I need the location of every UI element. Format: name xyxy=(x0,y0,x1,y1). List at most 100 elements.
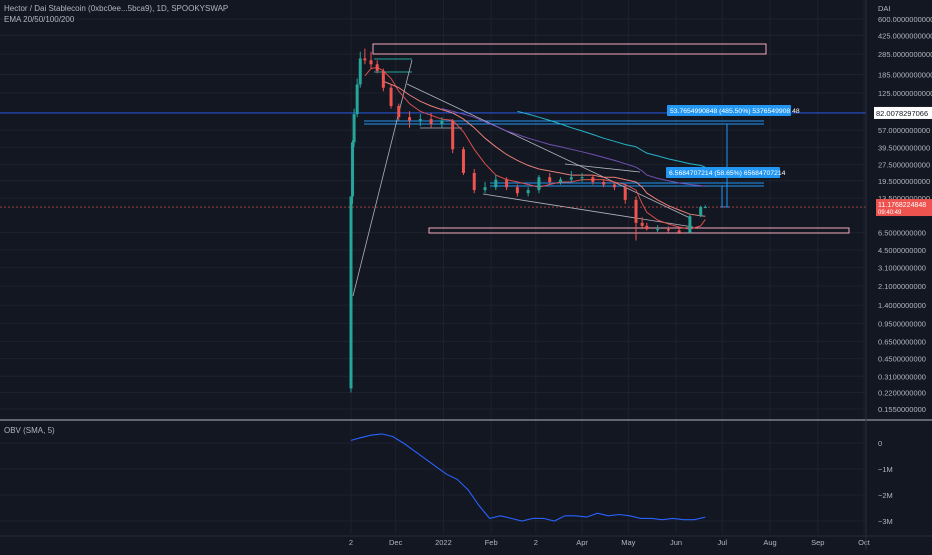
candle-body xyxy=(369,60,373,65)
candle-body xyxy=(461,149,465,173)
measure-label-small-bg xyxy=(666,167,780,178)
grid xyxy=(0,0,866,534)
price-tick-label: 4.5000000000 xyxy=(878,246,926,255)
trend-line xyxy=(352,59,413,297)
countdown-label: 09:40:49 xyxy=(878,210,902,216)
symbol-legend[interactable]: Hector / Dai Stablecoin (0xbc0ee...5bca9… xyxy=(4,4,229,13)
candle-body xyxy=(645,225,649,230)
candle-body xyxy=(349,196,353,389)
candle-body xyxy=(526,190,530,194)
time-tick-label: Jul xyxy=(717,538,727,547)
time-tick-label: May xyxy=(621,538,635,547)
candle-body xyxy=(515,187,519,194)
ema-line-ema-100 xyxy=(441,108,706,187)
candle-body xyxy=(688,216,692,233)
drawings[interactable]: 53.7654990848 (485.50%) 5376549908 48 6.5… xyxy=(0,43,866,297)
candle-body xyxy=(429,119,433,124)
trend-line xyxy=(482,193,694,228)
candle-body xyxy=(656,229,660,231)
obv-tick-label: 0 xyxy=(878,439,882,448)
candle-body xyxy=(408,117,412,121)
time-tick-label: Sep xyxy=(811,538,824,547)
candle-body xyxy=(623,187,627,200)
candle-body xyxy=(640,222,644,226)
candle-body xyxy=(494,179,498,188)
candle-body xyxy=(666,229,670,231)
ema-line-ema-50 xyxy=(383,80,706,217)
price-tick-label: 3.1000000000 xyxy=(878,264,926,273)
marker-label: 82.0078297066 xyxy=(876,109,928,118)
price-tick-label: 0.9500000000 xyxy=(878,319,926,328)
price-tick-label: 6.5000000000 xyxy=(878,229,926,238)
time-tick-label: Aug xyxy=(763,538,776,547)
price-tick-label: 600.0000000000 xyxy=(878,15,932,24)
price-tick-label: 0.4500000000 xyxy=(878,355,926,364)
obv-legend[interactable]: OBV (SMA, 5) xyxy=(4,426,55,435)
price-tick-label: 13.5000000000 xyxy=(878,194,930,203)
trend-line xyxy=(564,163,641,173)
candle-body xyxy=(569,177,573,180)
ema-line-ema-200 xyxy=(517,110,706,168)
price-tick-label: 39.5000000000 xyxy=(878,143,930,152)
time-tick-label: 2 xyxy=(534,538,538,547)
obv-tick-label: −2M xyxy=(878,491,893,500)
price-tick-label: 57.0000000000 xyxy=(878,126,930,135)
time-tick-label: 2022 xyxy=(435,538,452,547)
candle-body xyxy=(602,181,606,185)
ema-lines xyxy=(364,66,706,230)
ema-legend[interactable]: EMA 20/50/100/200 xyxy=(4,15,75,24)
time-tick-label: Apr xyxy=(576,538,588,547)
candle-body xyxy=(440,120,444,124)
candle-body xyxy=(505,179,509,188)
candle-body xyxy=(634,199,638,223)
obv-line xyxy=(350,433,706,522)
candle-body xyxy=(351,142,355,197)
price-tick-label: 0.1550000000 xyxy=(878,405,926,414)
time-tick-label: Feb xyxy=(485,538,498,547)
candle-body xyxy=(548,177,552,182)
price-tick-label: 0.3100000000 xyxy=(878,372,926,381)
obv-panel xyxy=(350,433,706,522)
measure-label-small: 6.5684707214 (58.65%) 65684707214 xyxy=(669,170,786,177)
trend-line xyxy=(406,83,691,219)
price-tick-label: 185.0000000000 xyxy=(878,71,932,80)
candle-body xyxy=(559,179,563,182)
candle-body xyxy=(418,119,422,121)
candle-body xyxy=(677,230,681,233)
candle-body xyxy=(363,58,367,61)
candle-body xyxy=(703,207,707,209)
price-tick-label: 27.5000000000 xyxy=(878,161,930,170)
price-tick-label: 425.0000000000 xyxy=(878,31,932,40)
price-tick-label: 2.1000000000 xyxy=(878,282,926,291)
marker-badge xyxy=(874,106,932,119)
price-tick-label: 0.6500000000 xyxy=(878,337,926,346)
price-tick-label: 19.5000000000 xyxy=(878,177,930,186)
time-tick-label: Oct xyxy=(858,538,871,547)
ema-line-ema-20 xyxy=(364,66,706,230)
candle-body xyxy=(699,207,703,217)
candle-body xyxy=(483,187,487,191)
candle-body xyxy=(472,172,476,191)
time-tick-label: 2 xyxy=(349,538,353,547)
candle-body xyxy=(389,87,393,107)
time-tick-label: Dec xyxy=(389,538,403,547)
last-price-badge xyxy=(876,199,932,217)
measure-label-big-bg xyxy=(667,105,791,116)
price-tick-label: 125.0000000000 xyxy=(878,89,932,98)
time-tick-label: Jun xyxy=(670,538,682,547)
candle-body xyxy=(451,120,455,150)
measure-label-big: 53.7654990848 (485.50%) 5376549908 48 xyxy=(670,108,800,115)
price-tick-label: 1.4000000000 xyxy=(878,301,926,310)
price-tick-label: 285.0000000000 xyxy=(878,50,932,59)
candle-body xyxy=(397,106,401,118)
candle-body xyxy=(358,58,362,85)
obv-tick-label: −3M xyxy=(878,517,893,526)
candle-body xyxy=(352,114,356,143)
candle-body xyxy=(355,84,359,115)
currency-label: DAI xyxy=(878,4,891,13)
price-tick-label: 0.2200000000 xyxy=(878,388,926,397)
